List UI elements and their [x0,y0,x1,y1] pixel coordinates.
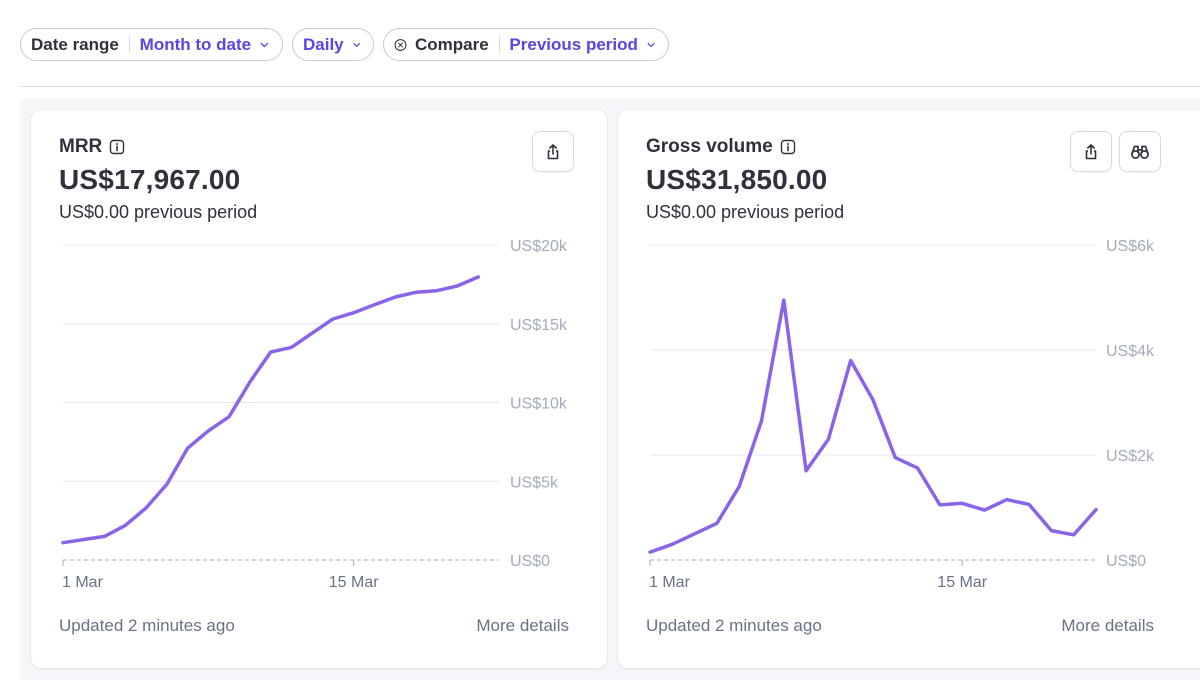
card-title: Gross volume [646,136,796,158]
gross-volume-chart: US$0 US$2k US$4k US$6k 1 Mar 15 Mar [648,238,1155,591]
y-tick-label: US$0 [1106,553,1146,570]
explore-button[interactable] [1119,131,1161,172]
gross-volume-card: Gross volume US$31,850.00 US$0.00 previo… [618,110,1200,668]
y-tick-label: US$0 [510,553,550,570]
mrr-chart: US$0 US$5k US$10k US$15k US$20k 1 Mar 15 Mar [61,238,568,591]
info-icon[interactable] [780,139,796,155]
y-tick-label: US$5k [510,474,559,491]
remove-compare-icon[interactable] [394,36,407,54]
export-button[interactable] [532,131,574,172]
x-tick-label: 15 Mar [937,574,987,591]
compare-filter[interactable]: Compare Previous period [383,28,669,61]
y-tick-label: US$4k [1106,343,1155,360]
y-tick-label: US$15k [510,317,568,334]
interval-filter[interactable]: Daily [292,28,374,61]
mrr-amount: US$17,967.00 [59,164,241,195]
header-divider [20,86,1200,87]
interval-value: Daily [303,34,344,54]
mrr-updated-text: Updated 2 minutes ago [59,616,235,635]
card-title: MRR [59,136,125,158]
mrr-previous-period: US$0.00 previous period [59,202,258,222]
chevron-down-icon [647,42,655,47]
filter-bar: Date range Month to date Daily Compare P… [20,28,669,62]
info-icon[interactable] [109,139,125,155]
x-tick-label: 15 Mar [329,574,379,591]
binoculars-icon [1131,145,1149,159]
gross-volume-updated-text: Updated 2 minutes ago [646,616,822,635]
mrr-more-details-link[interactable]: More details [476,616,569,635]
share-icon [547,143,559,159]
y-tick-label: US$20k [510,238,568,255]
mrr-card: MRR US$17,967.00 US$0.00 previous period… [31,110,607,668]
y-tick-label: US$10k [510,396,568,413]
y-tick-label: US$6k [1106,238,1155,255]
chevron-down-icon [353,42,360,47]
gross-volume-title: Gross volume [646,136,773,157]
gross-volume-more-details-link[interactable]: More details [1061,616,1154,635]
export-button[interactable] [1070,131,1112,172]
gross-volume-previous-period: US$0.00 previous period [646,202,845,222]
date-range-value: Month to date [139,34,252,54]
x-tick-label: 1 Mar [649,574,691,591]
y-tick-label: US$2k [1106,448,1155,465]
x-tick-label: 1 Mar [62,574,104,591]
series-line[interactable] [648,298,1098,554]
compare-label: Compare [415,34,489,54]
series-line[interactable] [61,275,480,545]
share-icon [1085,143,1097,159]
gross-volume-amount: US$31,850.00 [646,164,828,195]
date-range-filter[interactable]: Date range Month to date [20,28,283,61]
chevron-down-icon [260,42,269,47]
mrr-title: MRR [59,136,103,157]
pill-divider [498,36,500,53]
date-range-label: Date range [31,34,119,54]
compare-value: Previous period [509,34,638,54]
pill-divider [128,36,130,53]
